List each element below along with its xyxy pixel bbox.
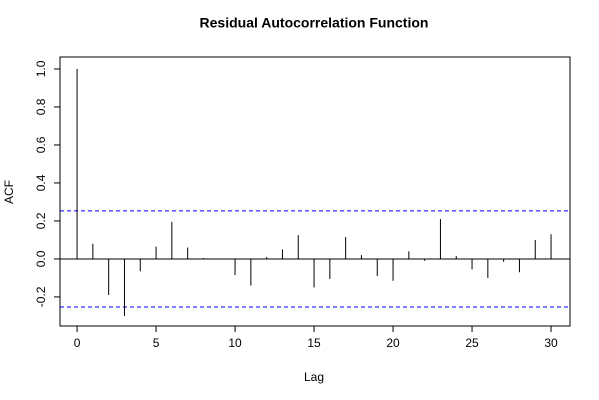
x-tick-label: 5 <box>153 336 160 350</box>
y-tick-label: 1.0 <box>34 60 48 77</box>
x-tick-label: 20 <box>386 336 400 350</box>
y-tick-label: 0.0 <box>34 250 48 267</box>
x-axis-label: Lag <box>304 370 324 384</box>
plot-box <box>59 56 571 327</box>
y-axis-label: ACF <box>2 180 16 204</box>
y-tick-label: 0.8 <box>34 98 48 115</box>
x-tick-label: 30 <box>544 336 558 350</box>
y-tick-label: 0.4 <box>34 174 48 191</box>
x-tick-label: 25 <box>465 336 479 350</box>
y-tick-label: -0.2 <box>34 286 48 307</box>
y-tick-label: 0.2 <box>34 212 48 229</box>
chart-title: Residual Autocorrelation Function <box>200 15 429 31</box>
y-tick-label: 0.6 <box>34 136 48 153</box>
x-tick-label: 0 <box>74 336 81 350</box>
x-tick-label: 15 <box>307 336 321 350</box>
x-tick-label: 10 <box>228 336 242 350</box>
